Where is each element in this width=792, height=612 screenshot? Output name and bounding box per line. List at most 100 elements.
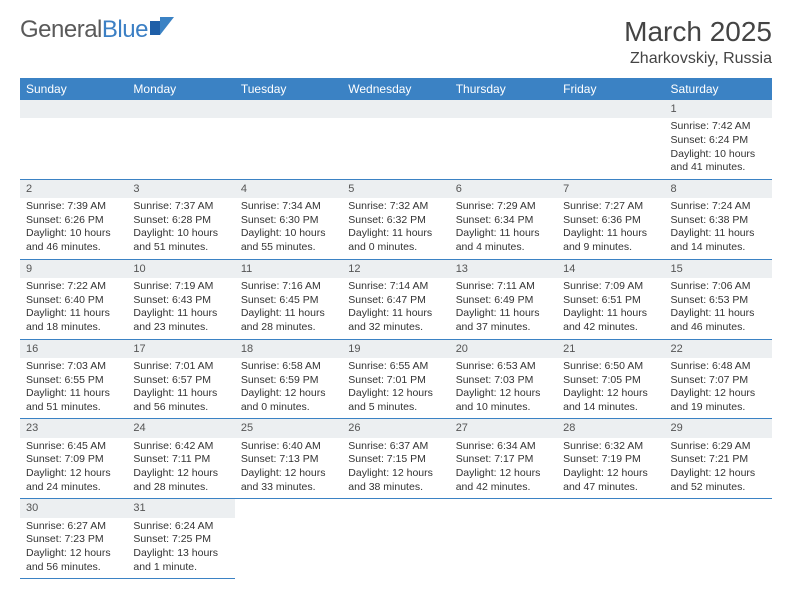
- calendar-cell: 2Sunrise: 7:39 AMSunset: 6:26 PMDaylight…: [20, 179, 127, 259]
- daylight-text: Daylight: 12 hours and 10 minutes.: [456, 387, 551, 414]
- day-body: Sunrise: 6:42 AMSunset: 7:11 PMDaylight:…: [127, 438, 234, 499]
- calendar-cell: 13Sunrise: 7:11 AMSunset: 6:49 PMDayligh…: [450, 259, 557, 339]
- sunset-text: Sunset: 6:38 PM: [671, 214, 766, 228]
- day-number: 14: [557, 260, 664, 278]
- sunset-text: Sunset: 6:26 PM: [26, 214, 121, 228]
- calendar-cell: [665, 499, 772, 579]
- calendar-cell: [235, 499, 342, 579]
- calendar-cell: 1Sunrise: 7:42 AMSunset: 6:24 PMDaylight…: [665, 100, 772, 179]
- sunrise-text: Sunrise: 7:32 AM: [348, 200, 443, 214]
- sunrise-text: Sunrise: 6:50 AM: [563, 360, 658, 374]
- day-number: 31: [127, 499, 234, 517]
- sunrise-text: Sunrise: 6:40 AM: [241, 440, 336, 454]
- calendar-cell: 24Sunrise: 6:42 AMSunset: 7:11 PMDayligh…: [127, 419, 234, 499]
- sunset-text: Sunset: 6:51 PM: [563, 294, 658, 308]
- sunset-text: Sunset: 7:05 PM: [563, 374, 658, 388]
- sunset-text: Sunset: 6:28 PM: [133, 214, 228, 228]
- calendar-cell: 14Sunrise: 7:09 AMSunset: 6:51 PMDayligh…: [557, 259, 664, 339]
- day-number: [450, 100, 557, 118]
- daylight-text: Daylight: 11 hours and 46 minutes.: [671, 307, 766, 334]
- day-number: 12: [342, 260, 449, 278]
- calendar-cell: 30Sunrise: 6:27 AMSunset: 7:23 PMDayligh…: [20, 499, 127, 579]
- day-number: [127, 100, 234, 118]
- calendar-cell: 26Sunrise: 6:37 AMSunset: 7:15 PMDayligh…: [342, 419, 449, 499]
- calendar-cell: 27Sunrise: 6:34 AMSunset: 7:17 PMDayligh…: [450, 419, 557, 499]
- calendar-cell: 6Sunrise: 7:29 AMSunset: 6:34 PMDaylight…: [450, 179, 557, 259]
- calendar-cell: [342, 499, 449, 579]
- day-number: 28: [557, 419, 664, 437]
- day-body: Sunrise: 6:45 AMSunset: 7:09 PMDaylight:…: [20, 438, 127, 499]
- calendar-cell: 20Sunrise: 6:53 AMSunset: 7:03 PMDayligh…: [450, 339, 557, 419]
- logo-text-1: General: [20, 16, 102, 44]
- location: Zharkovskiy, Russia: [624, 50, 772, 68]
- day-number: 2: [20, 180, 127, 198]
- sunset-text: Sunset: 7:25 PM: [133, 533, 228, 547]
- daylight-text: Daylight: 11 hours and 0 minutes.: [348, 227, 443, 254]
- day-number: [557, 100, 664, 118]
- day-number: 24: [127, 419, 234, 437]
- day-number: [342, 499, 449, 517]
- day-number: 3: [127, 180, 234, 198]
- calendar-cell: 29Sunrise: 6:29 AMSunset: 7:21 PMDayligh…: [665, 419, 772, 499]
- daylight-text: Daylight: 12 hours and 28 minutes.: [133, 467, 228, 494]
- daylight-text: Daylight: 12 hours and 56 minutes.: [26, 547, 121, 574]
- weekday-header: Friday: [557, 78, 664, 100]
- weekday-header: Saturday: [665, 78, 772, 100]
- day-body: Sunrise: 6:29 AMSunset: 7:21 PMDaylight:…: [665, 438, 772, 499]
- header: GeneralBlue March 2025 Zharkovskiy, Russ…: [20, 16, 772, 68]
- sunset-text: Sunset: 6:49 PM: [456, 294, 551, 308]
- day-body: Sunrise: 7:32 AMSunset: 6:32 PMDaylight:…: [342, 198, 449, 259]
- sunset-text: Sunset: 6:34 PM: [456, 214, 551, 228]
- calendar-row: 23Sunrise: 6:45 AMSunset: 7:09 PMDayligh…: [20, 419, 772, 499]
- weekday-header: Sunday: [20, 78, 127, 100]
- sunset-text: Sunset: 7:01 PM: [348, 374, 443, 388]
- day-number: 20: [450, 340, 557, 358]
- day-number: [665, 499, 772, 517]
- sunrise-text: Sunrise: 7:27 AM: [563, 200, 658, 214]
- sunrise-text: Sunrise: 6:24 AM: [133, 520, 228, 534]
- day-number: 22: [665, 340, 772, 358]
- sunset-text: Sunset: 7:15 PM: [348, 453, 443, 467]
- daylight-text: Daylight: 12 hours and 24 minutes.: [26, 467, 121, 494]
- day-number: 19: [342, 340, 449, 358]
- calendar-cell: 28Sunrise: 6:32 AMSunset: 7:19 PMDayligh…: [557, 419, 664, 499]
- daylight-text: Daylight: 11 hours and 51 minutes.: [26, 387, 121, 414]
- day-body: Sunrise: 7:06 AMSunset: 6:53 PMDaylight:…: [665, 278, 772, 339]
- sunset-text: Sunset: 6:36 PM: [563, 214, 658, 228]
- sunrise-text: Sunrise: 7:24 AM: [671, 200, 766, 214]
- day-body: Sunrise: 6:48 AMSunset: 7:07 PMDaylight:…: [665, 358, 772, 419]
- calendar-cell: 11Sunrise: 7:16 AMSunset: 6:45 PMDayligh…: [235, 259, 342, 339]
- sunrise-text: Sunrise: 7:16 AM: [241, 280, 336, 294]
- sunset-text: Sunset: 6:53 PM: [671, 294, 766, 308]
- day-body: Sunrise: 7:14 AMSunset: 6:47 PMDaylight:…: [342, 278, 449, 339]
- calendar-cell: [557, 499, 664, 579]
- day-body: Sunrise: 7:42 AMSunset: 6:24 PMDaylight:…: [665, 118, 772, 179]
- sunrise-text: Sunrise: 7:09 AM: [563, 280, 658, 294]
- daylight-text: Daylight: 12 hours and 0 minutes.: [241, 387, 336, 414]
- daylight-text: Daylight: 11 hours and 56 minutes.: [133, 387, 228, 414]
- day-number: 18: [235, 340, 342, 358]
- calendar-cell: 12Sunrise: 7:14 AMSunset: 6:47 PMDayligh…: [342, 259, 449, 339]
- calendar-cell: [127, 100, 234, 179]
- daylight-text: Daylight: 12 hours and 52 minutes.: [671, 467, 766, 494]
- day-number: 21: [557, 340, 664, 358]
- day-body: Sunrise: 6:58 AMSunset: 6:59 PMDaylight:…: [235, 358, 342, 419]
- day-body: Sunrise: 7:34 AMSunset: 6:30 PMDaylight:…: [235, 198, 342, 259]
- sunrise-text: Sunrise: 6:45 AM: [26, 440, 121, 454]
- sunrise-text: Sunrise: 6:42 AM: [133, 440, 228, 454]
- sunrise-text: Sunrise: 6:53 AM: [456, 360, 551, 374]
- weekday-header-row: Sunday Monday Tuesday Wednesday Thursday…: [20, 78, 772, 100]
- day-number: 26: [342, 419, 449, 437]
- day-number: 9: [20, 260, 127, 278]
- daylight-text: Daylight: 11 hours and 32 minutes.: [348, 307, 443, 334]
- calendar-cell: 4Sunrise: 7:34 AMSunset: 6:30 PMDaylight…: [235, 179, 342, 259]
- sunrise-text: Sunrise: 7:03 AM: [26, 360, 121, 374]
- flag-icon: [150, 16, 176, 44]
- sunrise-text: Sunrise: 7:14 AM: [348, 280, 443, 294]
- daylight-text: Daylight: 12 hours and 5 minutes.: [348, 387, 443, 414]
- daylight-text: Daylight: 12 hours and 38 minutes.: [348, 467, 443, 494]
- day-number: 15: [665, 260, 772, 278]
- day-number: [235, 499, 342, 517]
- daylight-text: Daylight: 12 hours and 14 minutes.: [563, 387, 658, 414]
- day-body: Sunrise: 7:24 AMSunset: 6:38 PMDaylight:…: [665, 198, 772, 259]
